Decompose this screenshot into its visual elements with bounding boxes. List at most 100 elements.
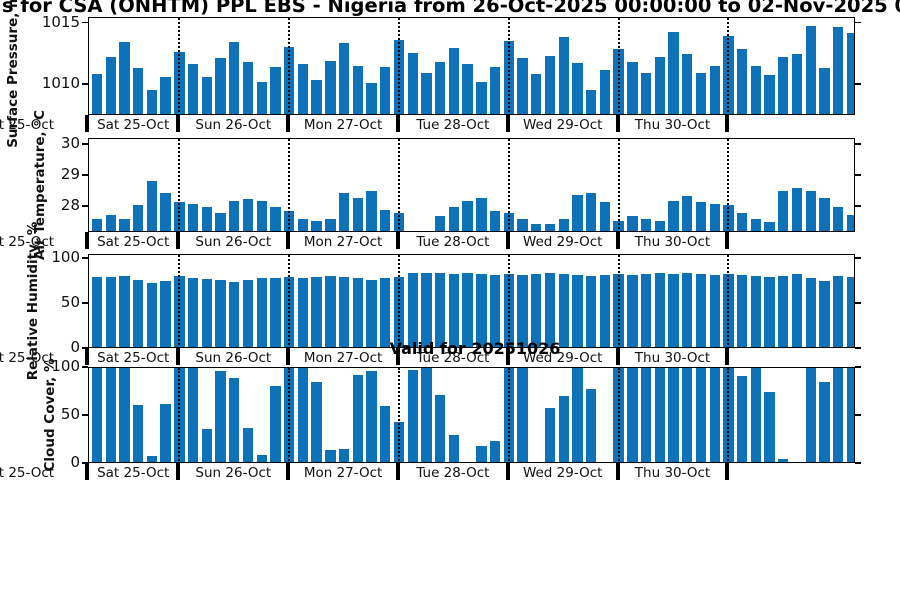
day-boundary-gridline [288,368,291,462]
bar [833,206,844,231]
day-boundary-gridline [398,18,400,114]
bar [586,90,597,114]
x-day-label: Wed 29-Oct [522,117,603,133]
x-thick-tick [286,348,291,365]
bar [709,65,720,114]
day-boundary-gridline [727,139,730,231]
bar [421,368,432,462]
bar [215,279,226,347]
y-tick-mark-left [82,143,88,145]
bar [750,65,762,114]
bar [462,200,473,231]
x-day-label-clipped: Sat 25-Oct [0,234,55,250]
y-tick-mark-right [855,83,861,85]
bar [819,197,830,231]
bar [737,375,748,462]
y-tick-mark-left [82,205,88,207]
bar [462,64,473,114]
bar [778,276,789,347]
bar [846,368,854,462]
bar [160,403,171,462]
bar [682,196,693,231]
bar [448,206,460,231]
day-boundary-gridline [507,18,510,114]
bar [380,277,391,347]
y-tick-label: 29 [60,165,80,183]
bar [544,273,556,347]
bar [256,200,267,231]
bar [187,203,199,231]
bar [407,369,418,462]
day-boundary-gridline [507,368,510,462]
day-boundary-gridline [617,18,620,114]
bar [256,81,267,114]
bar [297,64,309,114]
bar [366,82,377,114]
y-tick-mark-left [82,414,88,416]
bar [668,274,679,347]
bar [91,74,103,114]
bar [627,216,638,231]
day-boundary-gridline [398,139,400,231]
bar [242,199,254,231]
bar [558,395,569,462]
x-thick-tick [176,115,181,132]
bar [380,406,391,462]
bar [242,427,254,462]
day-boundary-gridline [178,18,181,114]
day-boundary-gridline [398,255,400,347]
bar [654,273,665,347]
bar [750,368,762,462]
bar [366,191,377,231]
bar [476,274,487,347]
bar [709,368,720,462]
bar [846,214,854,231]
bar [586,192,597,231]
bar [338,43,350,114]
bar [791,274,803,347]
y-tick-label: 30 [60,134,80,153]
y-tick-label: 0 [70,453,80,471]
day-boundary-gridline [178,368,181,462]
y-tick-label: 50 [60,405,80,423]
bar [750,219,762,231]
x-day-label: Mon 27-Oct [303,117,383,133]
bar [819,382,830,462]
bar [325,449,336,462]
bar [833,276,844,347]
day-boundary-gridline [398,368,400,462]
x-day-label: Thu 30-Oct [634,117,711,133]
bar [352,374,363,462]
bar [408,232,418,233]
bar [682,368,693,462]
bar [229,377,240,462]
x-thick-tick [396,348,400,365]
day-boundary-gridline [727,255,730,347]
bar [627,61,638,114]
bar [627,275,638,347]
bar [380,209,391,231]
x-thick-tick [505,463,510,480]
day-boundary-gridline [288,255,291,347]
bar [544,408,556,462]
bar [242,279,254,347]
bar [215,58,226,114]
x-day-label: Mon 27-Oct [303,234,383,250]
x-thick-tick [396,232,400,249]
bar [133,279,144,347]
bar [709,203,720,231]
x-thick-tick [286,232,291,249]
bar [160,76,171,114]
bar [544,223,556,231]
bar [682,54,693,114]
bar [833,27,844,114]
x-day-label: Sat 25-Oct [97,117,170,133]
bar [846,277,854,347]
bar [778,191,789,231]
bar [91,368,103,462]
day-boundary-gridline [178,139,181,231]
x-thick-tick [396,463,400,480]
bar [105,214,116,231]
bar [682,273,693,347]
bar [407,273,418,347]
